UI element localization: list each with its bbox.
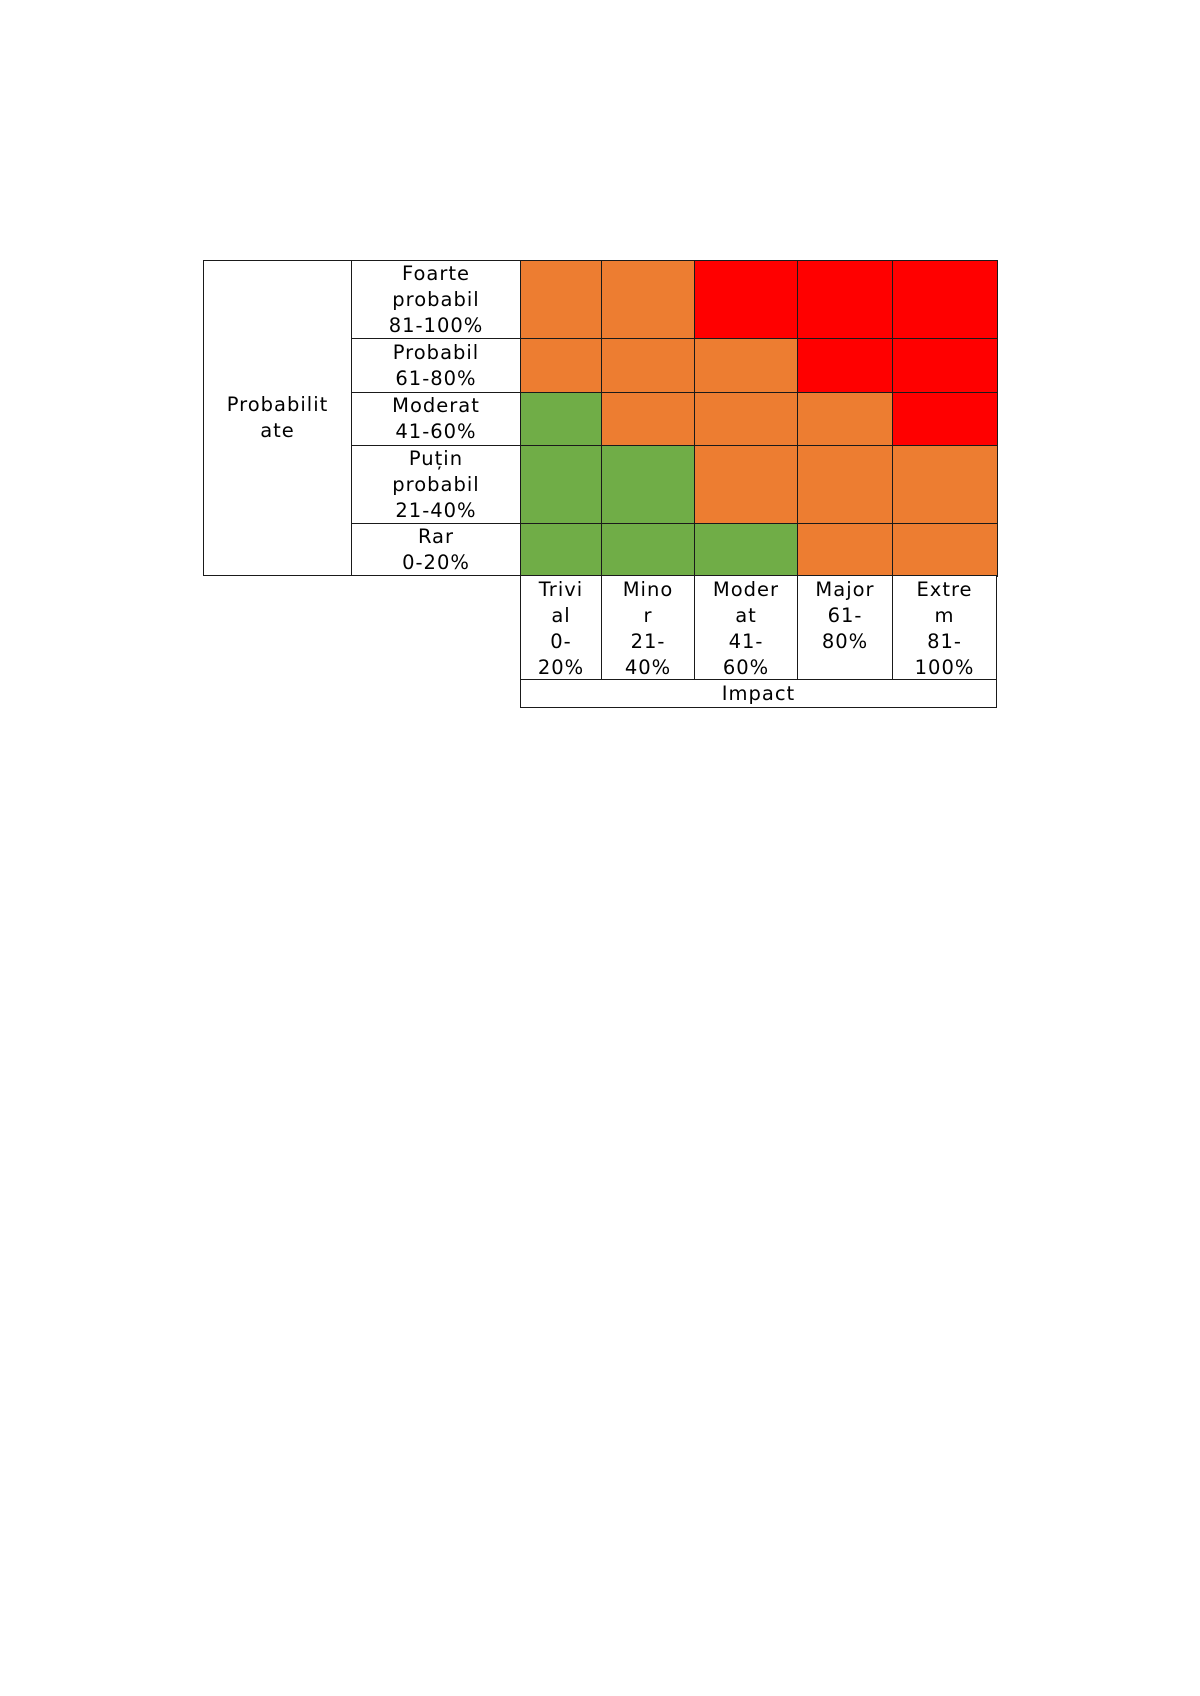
risk-cell-orange [797,392,893,446]
col-label-trivial: Trivi al 0- 20% [520,575,602,680]
col-label-moderat: Moder at 41- 60% [694,575,798,680]
risk-cell-orange [601,260,695,339]
risk-cell-orange [520,338,602,393]
risk-cell-orange [520,260,602,339]
risk-cell-green [520,523,602,577]
risk-cell-green [601,445,695,524]
risk-cell-green [520,392,602,446]
risk-cell-green [520,445,602,524]
risk-cell-orange [892,445,998,524]
col-label-minor: Mino r 21- 40% [601,575,695,680]
risk-cell-orange [797,523,893,577]
risk-cell-orange [797,445,893,524]
row-label-moderat: Moderat 41-60% [351,392,521,446]
col-label-major: Major 61- 80% [797,575,893,680]
risk-cell-red [892,260,998,339]
row-label-rar: Rar 0-20% [351,523,521,576]
risk-cell-orange [694,338,798,393]
row-label-probabil: Probabil 61-80% [351,338,521,393]
risk-cell-orange [601,338,695,393]
risk-cell-orange [694,445,798,524]
risk-cell-orange [694,392,798,446]
risk-cell-green [601,523,695,577]
impact-axis-label: Impact [520,679,997,708]
risk-cell-green [694,523,798,577]
risk-cell-red [892,338,998,393]
risk-cell-red [797,338,893,393]
probability-axis-label: Probabilit ate [203,260,352,576]
risk-cell-orange [892,523,998,577]
risk-cell-red [892,392,998,446]
row-label-foarte-probabil: Foarte probabil 81-100% [351,260,521,339]
risk-cell-red [694,260,798,339]
row-label-putin-probabil: Puțin probabil 21-40% [351,445,521,524]
col-label-extrem: Extre m 81- 100% [892,575,997,680]
risk-cell-orange [601,392,695,446]
risk-cell-red [797,260,893,339]
